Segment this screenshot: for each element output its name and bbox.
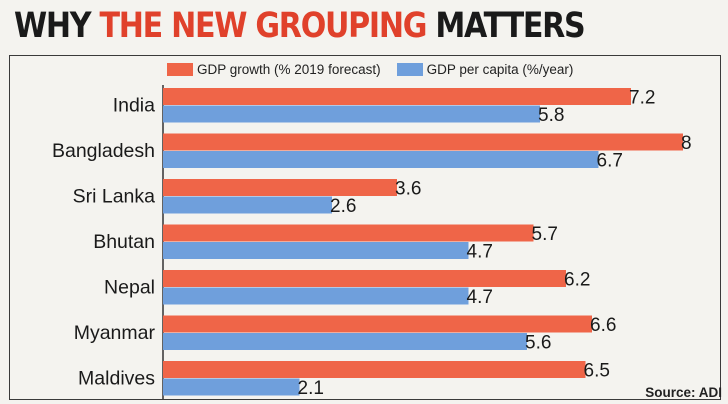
legend-item-per-capita: GDP per capita (%/year): [396, 61, 574, 77]
legend-label-per-capita: GDP per capita (%/year): [426, 61, 574, 77]
chart-frame: [9, 55, 721, 400]
data-label-per-capita-india: 5.8: [538, 105, 564, 126]
legend-label-growth: GDP growth (% 2019 forecast): [197, 61, 381, 77]
bar-growth-bangladesh: [163, 133, 683, 151]
chart-title: WHY THE NEW GROUPING MATTERS: [14, 4, 586, 48]
data-label-growth-maldives: 6.5: [584, 361, 610, 382]
bar-growth-bhutan: [163, 224, 534, 242]
data-label-per-capita-sri-lanka: 2.6: [330, 196, 356, 217]
bar-per-capita-nepal: [163, 287, 469, 305]
category-label-india: India: [113, 95, 155, 117]
category-label-bhutan: Bhutan: [93, 231, 155, 253]
legend-item-growth: GDP growth (% 2019 forecast): [167, 62, 381, 77]
bar-per-capita-sri-lanka: [163, 196, 332, 214]
bar-growth-india: [163, 88, 631, 105]
legend-swatch-growth: [167, 62, 193, 76]
source-note: Source: ADI: [645, 385, 722, 400]
data-label-growth-bhutan: 5.7: [532, 224, 558, 245]
data-label-growth-india: 7.2: [629, 88, 655, 109]
data-label-growth-bangladesh: 8: [681, 133, 692, 154]
data-label-growth-nepal: 6.2: [564, 270, 590, 291]
category-label-sri-lanka: Sri Lanka: [73, 186, 156, 208]
data-label-per-capita-nepal: 4.7: [467, 287, 493, 308]
chart-legend: GDP growth (% 2019 forecast) GDP per cap…: [167, 60, 589, 78]
bar-per-capita-india: [163, 105, 540, 123]
bar-growth-myanmar: [163, 315, 592, 333]
bar-growth-nepal: [163, 270, 566, 287]
bar-per-capita-bhutan: [163, 242, 469, 259]
title-part-1: WHY: [14, 6, 100, 46]
category-label-maldives: Maldives: [78, 368, 155, 390]
data-label-growth-sri-lanka: 3.6: [395, 179, 421, 200]
bar-per-capita-myanmar: [163, 333, 527, 350]
data-label-growth-myanmar: 6.6: [590, 315, 616, 336]
category-label-nepal: Nepal: [104, 277, 155, 299]
data-label-per-capita-maldives: 2.1: [298, 378, 324, 399]
category-label-myanmar: Myanmar: [74, 322, 156, 344]
bar-growth-sri-lanka: [163, 179, 397, 196]
data-label-per-capita-myanmar: 5.6: [525, 333, 551, 354]
category-label-bangladesh: Bangladesh: [52, 140, 155, 162]
bar-per-capita-bangladesh: [163, 151, 599, 168]
bar-growth-maldives: [163, 361, 586, 378]
bar-per-capita-maldives: [163, 378, 300, 396]
data-label-per-capita-bangladesh: 6.7: [597, 151, 623, 172]
data-label-per-capita-bhutan: 4.7: [467, 242, 493, 263]
title-part-2: THE NEW GROUPING: [99, 6, 428, 46]
title-part-3: MATTERS: [426, 6, 585, 46]
legend-swatch-per-capita: [396, 62, 423, 76]
